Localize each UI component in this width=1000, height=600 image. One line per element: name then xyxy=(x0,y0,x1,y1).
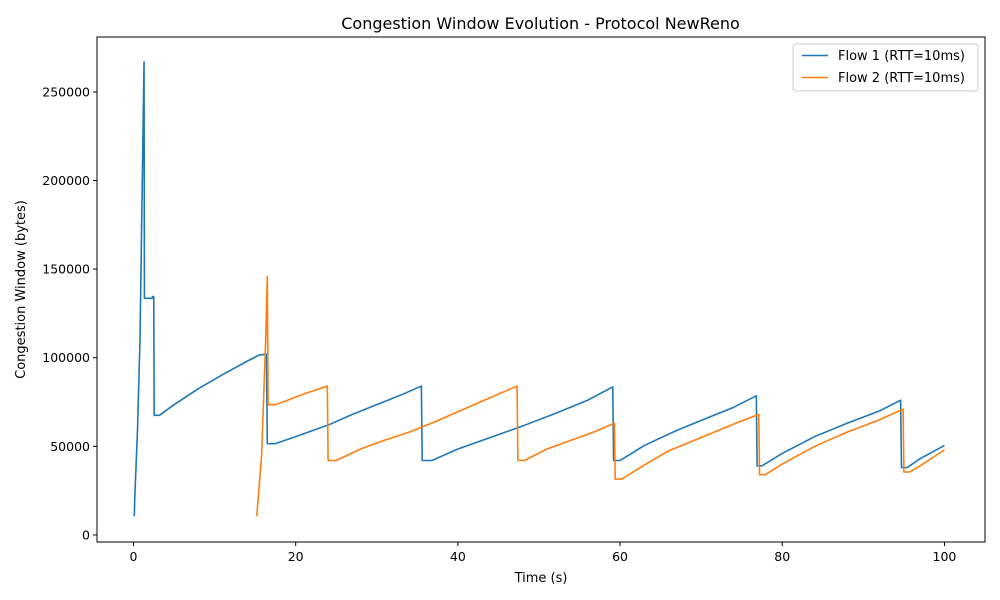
x-tick-label: 60 xyxy=(612,549,628,564)
series-line-flow-1 xyxy=(133,61,945,517)
series-line-flow-2 xyxy=(255,275,945,517)
legend-label-flow-2: Flow 2 (RTT=10ms) xyxy=(838,71,965,86)
series-layer xyxy=(133,61,945,517)
legend-box xyxy=(792,43,979,92)
x-tick-label: 40 xyxy=(450,549,466,564)
legend-label-flow-1: Flow 1 (RTT=10ms) xyxy=(838,49,965,64)
x-tick-label: 80 xyxy=(774,549,790,564)
chart-title: Congestion Window Evolution - Protocol N… xyxy=(341,14,740,33)
y-tick-label: 250000 xyxy=(42,84,90,99)
x-axis: 0 20 40 60 80 100 xyxy=(130,542,957,564)
y-axis: 0 50000 100000 150000 200000 250000 xyxy=(42,84,97,542)
y-tick-label: 100000 xyxy=(42,350,90,365)
x-axis-label: Time (s) xyxy=(514,571,568,586)
y-tick-label: 50000 xyxy=(50,439,90,454)
y-axis-label: Congestion Window (bytes) xyxy=(14,200,29,379)
y-tick-label: 0 xyxy=(82,527,90,542)
x-tick-label: 100 xyxy=(933,549,957,564)
y-tick-label: 150000 xyxy=(42,262,90,277)
plot-frame xyxy=(96,36,986,543)
legend: Flow 1 (RTT=10ms) Flow 2 (RTT=10ms) xyxy=(792,43,979,92)
x-tick-label: 20 xyxy=(288,549,304,564)
x-tick-label: 0 xyxy=(130,549,138,564)
y-tick-label: 200000 xyxy=(42,173,90,188)
